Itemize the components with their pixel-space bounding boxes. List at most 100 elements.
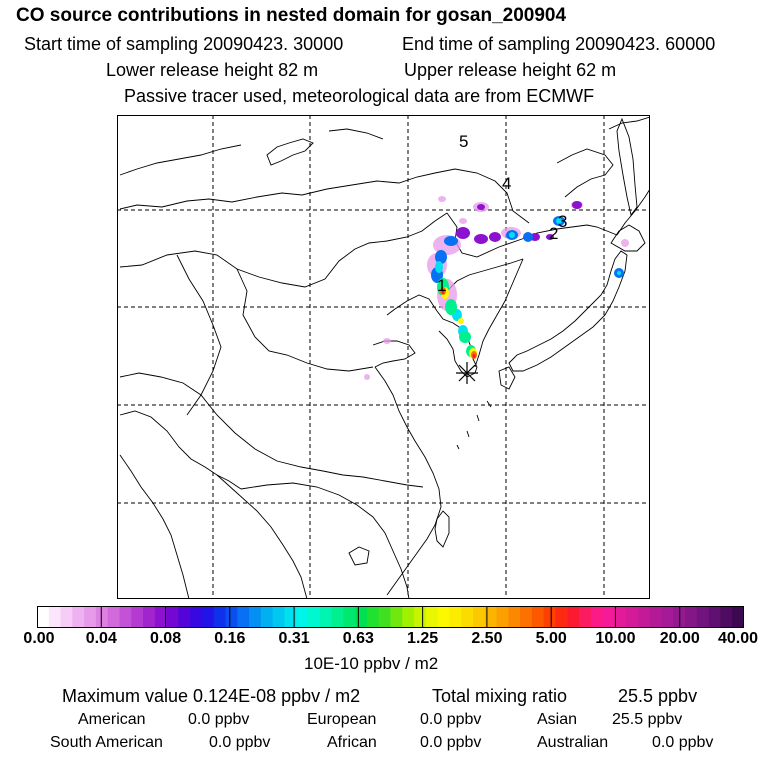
colorbar-cell: [296, 606, 309, 628]
asian-value: 25.5 ppbv: [612, 711, 683, 728]
colorbar-cell: [449, 606, 462, 628]
colorbar-cell: [37, 606, 50, 628]
colorbar-cell: [319, 606, 333, 628]
colorbar-cell: [190, 606, 203, 628]
colorbar-cell: [626, 606, 639, 628]
colorbar-tick-label: 0.04: [85, 630, 117, 647]
colorbar-tick-label: 20.00: [659, 630, 700, 647]
colorbar-unit: 10E-10 ppbv / m2: [304, 654, 439, 673]
colorbar-cell: [308, 606, 321, 628]
tracer-info: Passive tracer used, meteorological data…: [124, 86, 595, 106]
colorbar-cell: [213, 606, 227, 628]
colorbar-frame: [37, 606, 744, 628]
colorbar-cells: [37, 606, 744, 628]
colorbar-cell: [520, 606, 533, 628]
colorbar-cell: [378, 606, 392, 628]
day-label-4: 4: [502, 174, 511, 193]
colorbar-cell: [201, 606, 215, 628]
day-labels: 1 2 3 4 5: [437, 132, 567, 295]
colorbar-cell: [696, 606, 710, 628]
colorbar-cell: [637, 606, 651, 628]
map-frame: [117, 115, 650, 599]
colorbar-cell: [437, 606, 451, 628]
colorbar-cell: [484, 606, 498, 628]
colorbar-cell: [602, 606, 615, 628]
max-value: Maximum value 0.124E-08 ppbv / m2: [62, 686, 361, 706]
american-label: American: [78, 711, 146, 728]
colorbar-cell: [178, 606, 191, 628]
asterisk-icon: [456, 362, 478, 384]
colorbar-tick-label: 2.50: [471, 630, 503, 647]
african-value: 0.0 ppbv: [420, 734, 482, 751]
colorbar-dividers: [100, 606, 681, 628]
colorbar-cell: [567, 606, 580, 628]
european-label: European: [307, 711, 377, 728]
colorbar-cell: [414, 606, 427, 628]
colorbar-cell: [496, 606, 509, 628]
day-label-1: 1: [437, 276, 446, 295]
colorbar-tick-label: 0.63: [342, 630, 374, 647]
colorbar-cell: [284, 606, 297, 628]
colorbar-tick-label: 0.08: [149, 630, 182, 647]
colorbar-tick-label: 1.25: [407, 630, 439, 647]
colorbar-cell: [260, 606, 274, 628]
colorbar-tick-label: 0.31: [278, 630, 310, 647]
colorbar-tick-label: 40.00: [717, 630, 759, 647]
start-time: Start time of sampling 20090423. 30000: [24, 34, 344, 54]
colorbar-tick-label: 0.00: [23, 630, 55, 647]
australian-value: 0.0 ppbv: [652, 734, 714, 751]
colorbar-cell: [331, 606, 344, 628]
colorbar-cell: [60, 606, 73, 628]
colorbar-cell: [720, 606, 733, 628]
upper-release-height: Upper release height 62 m: [404, 60, 617, 80]
plot-title: CO source contributions in nested domain…: [16, 5, 567, 26]
colorbar-cell: [107, 606, 121, 628]
colorbar-cell: [531, 606, 545, 628]
colorbar-tick-label: 5.00: [535, 630, 567, 647]
colorbar-cell: [343, 606, 356, 628]
colorbar-cell: [508, 606, 521, 628]
colorbar-cell: [425, 606, 439, 628]
colorbar-cell: [119, 606, 132, 628]
colorbar-cell: [131, 606, 144, 628]
colorbar-cell: [355, 606, 368, 628]
map-panel: 1 2 3 4 5: [117, 115, 650, 599]
american-value: 0.0 ppbv: [188, 711, 250, 728]
asian-label: Asian: [537, 711, 578, 728]
colorbar-cell: [543, 606, 557, 628]
plume-red-core: [441, 290, 476, 358]
colorbar-cell: [143, 606, 156, 628]
grid-lines: [117, 115, 650, 599]
colorbar-cell: [614, 606, 627, 628]
colorbar: [37, 606, 744, 628]
day-label-2: 2: [549, 224, 558, 243]
colorbar-cell: [461, 606, 474, 628]
total-mixing-value: 25.5 ppbv: [618, 686, 698, 706]
colorbar-cell: [237, 606, 250, 628]
day-label-5: 5: [459, 132, 468, 151]
colorbar-cell: [390, 606, 403, 628]
colorbar-tick-label: 10.00: [595, 630, 636, 647]
coastlines-borders: [119, 116, 650, 599]
colorbar-cell: [154, 606, 168, 628]
south-american-label: South American: [50, 734, 163, 751]
colorbar-cell: [472, 606, 486, 628]
colorbar-cell: [661, 606, 674, 628]
australian-label: Australian: [537, 734, 609, 751]
colorbar-cell: [649, 606, 663, 628]
day-label-3: 3: [558, 212, 567, 231]
colorbar-cell: [708, 606, 722, 628]
colorbar-cell: [402, 606, 415, 628]
colorbar-cell: [225, 606, 238, 628]
colorbar-tick-label: 0.16: [214, 630, 246, 647]
colorbar-cell: [366, 606, 380, 628]
colorbar-cell: [685, 606, 698, 628]
african-label: African: [327, 734, 377, 751]
lower-release-height: Lower release height 82 m: [106, 60, 319, 80]
total-mixing-label: Total mixing ratio: [432, 686, 568, 706]
colorbar-cell: [166, 606, 179, 628]
colorbar-cell: [95, 606, 109, 628]
colorbar-cell: [48, 606, 62, 628]
colorbar-cell: [272, 606, 286, 628]
colorbar-cell: [590, 606, 604, 628]
